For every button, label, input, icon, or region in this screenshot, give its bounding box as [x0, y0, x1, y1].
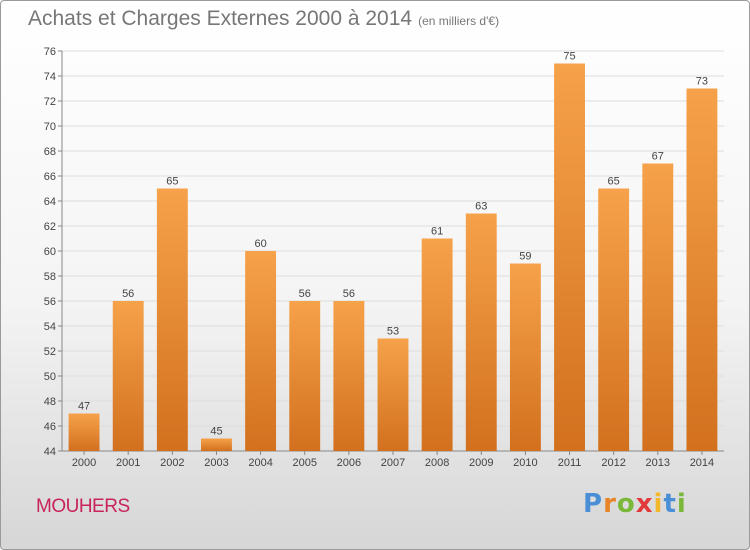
bar-value-label: 65 [166, 176, 178, 188]
chart-subtitle: (en milliers d'€) [418, 14, 500, 28]
x-tick-label: 2004 [248, 457, 272, 469]
x-tick-label: 2000 [72, 457, 96, 469]
y-tick-label: 62 [44, 221, 56, 233]
y-tick-label: 50 [44, 371, 56, 383]
bar [156, 188, 188, 451]
chart-title: Achats et Charges Externes 2000 à 2014 (e… [28, 7, 499, 31]
chart-title-text: Achats et Charges Externes 2000 à 2014 [28, 7, 413, 30]
x-tick-label: 2007 [381, 457, 405, 469]
y-tick-label: 60 [44, 246, 56, 258]
bar [554, 63, 585, 451]
bar [112, 301, 144, 451]
bar-value-label: 63 [475, 201, 487, 213]
y-tick-label: 74 [44, 71, 56, 83]
y-tick-label: 48 [44, 396, 56, 408]
bar-value-label: 65 [608, 176, 620, 188]
logo-letter: o [616, 489, 636, 519]
bar-value-label: 56 [122, 288, 134, 300]
bar-value-label: 75 [563, 51, 575, 63]
bar [377, 338, 409, 451]
x-tick-label: 2006 [337, 457, 361, 469]
y-tick-label: 56 [44, 296, 56, 308]
logo-letter: P [583, 489, 604, 519]
bar-value-label: 73 [696, 76, 708, 88]
x-tick-label: 2001 [116, 457, 140, 469]
x-tick-label: 2011 [558, 457, 582, 469]
x-tick-label: 2009 [469, 457, 493, 469]
bar-value-label: 45 [210, 426, 222, 438]
bar-value-label: 59 [519, 251, 531, 263]
place-name: MOUHERS [36, 496, 130, 517]
bar-value-label: 47 [78, 401, 90, 413]
logo-letter: t [663, 489, 677, 519]
y-tick-label: 66 [44, 171, 56, 183]
x-tick-label: 2003 [204, 457, 228, 469]
x-tick-label: 2014 [690, 457, 714, 469]
bar-value-label: 56 [343, 288, 355, 300]
bar-value-label: 53 [387, 326, 399, 338]
logo-letter: r [603, 489, 617, 519]
y-tick-label: 64 [44, 196, 56, 208]
bar [642, 163, 674, 451]
x-tick-label: 2008 [425, 457, 449, 469]
bar-value-label: 61 [431, 226, 443, 238]
logo-letter: i [653, 489, 664, 519]
y-tick-label: 72 [44, 96, 56, 108]
y-tick-label: 46 [44, 421, 56, 433]
bar [201, 438, 232, 451]
bar [289, 301, 321, 451]
bar [68, 413, 100, 451]
x-tick-label: 2010 [513, 457, 537, 469]
y-tick-label: 52 [44, 346, 56, 358]
y-tick-label: 68 [44, 146, 56, 158]
x-tick-label: 2005 [292, 457, 316, 469]
y-tick-label: 76 [44, 46, 56, 58]
bar-value-label: 60 [254, 238, 266, 250]
bar [421, 238, 453, 451]
y-tick-label: 54 [44, 321, 56, 333]
logo-letter: x [635, 489, 654, 519]
proxiti-logo: Proxiti [583, 489, 687, 519]
bar [686, 88, 718, 451]
y-tick-label: 70 [44, 121, 56, 133]
bar [333, 301, 365, 451]
x-tick-label: 2012 [601, 457, 625, 469]
x-tick-label: 2002 [160, 457, 184, 469]
bar [465, 213, 497, 451]
bar-value-label: 56 [299, 288, 311, 300]
x-tick-label: 2013 [646, 457, 670, 469]
logo-letter: i [676, 489, 687, 519]
y-tick-label: 44 [44, 446, 56, 458]
bar [245, 251, 277, 451]
bar [509, 263, 541, 451]
y-tick-label: 58 [44, 271, 56, 283]
bar [598, 188, 630, 451]
bar-value-label: 67 [652, 151, 664, 163]
